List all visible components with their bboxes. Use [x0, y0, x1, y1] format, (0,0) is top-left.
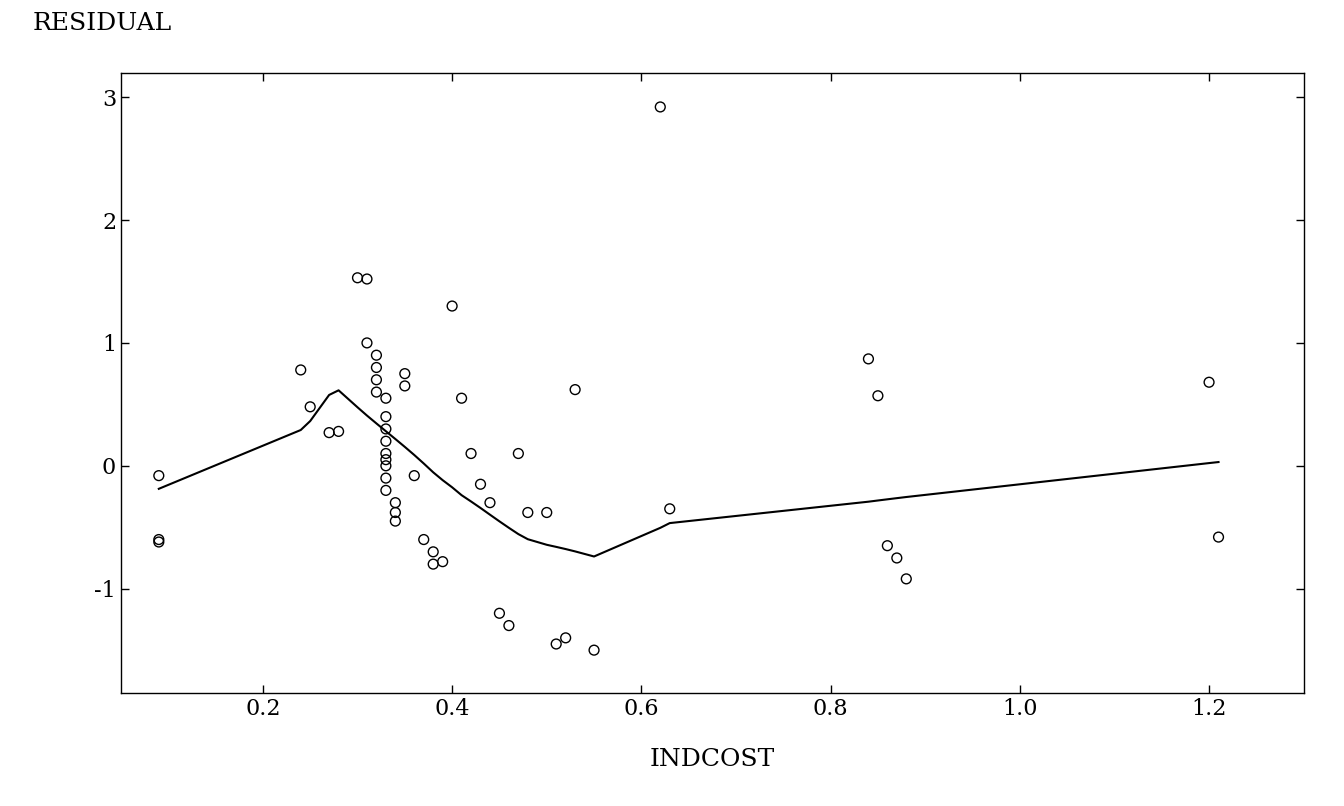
Point: [375, 434, 396, 447]
Point: [470, 478, 492, 491]
Point: [583, 644, 605, 657]
Point: [148, 469, 169, 482]
Point: [555, 631, 577, 644]
Point: [366, 361, 387, 374]
Point: [366, 373, 387, 386]
Point: [375, 484, 396, 496]
Point: [460, 447, 481, 460]
Point: [422, 546, 444, 559]
Point: [375, 459, 396, 472]
Point: [431, 555, 453, 568]
Point: [649, 101, 671, 114]
Point: [148, 535, 169, 548]
Point: [450, 392, 472, 405]
Point: [375, 392, 396, 405]
Point: [480, 496, 501, 509]
Point: [876, 539, 898, 552]
Text: RESIDUAL: RESIDUAL: [32, 12, 172, 35]
Point: [1208, 530, 1230, 543]
X-axis label: INDCOST: INDCOST: [649, 748, 775, 771]
Point: [517, 506, 539, 519]
Point: [489, 607, 511, 620]
Point: [366, 349, 387, 362]
Point: [375, 453, 396, 466]
Point: [290, 364, 312, 376]
Point: [384, 496, 406, 509]
Point: [499, 619, 520, 632]
Point: [319, 426, 340, 439]
Point: [564, 383, 586, 396]
Point: [403, 469, 425, 482]
Point: [413, 533, 434, 546]
Point: [886, 551, 907, 564]
Point: [536, 506, 558, 519]
Point: [375, 422, 396, 435]
Point: [394, 380, 415, 393]
Point: [659, 502, 680, 515]
Point: [375, 472, 396, 484]
Point: [375, 447, 396, 460]
Point: [508, 447, 530, 460]
Point: [375, 410, 396, 423]
Point: [422, 558, 444, 571]
Point: [356, 336, 378, 349]
Point: [1199, 376, 1220, 388]
Point: [328, 425, 349, 438]
Point: [384, 515, 406, 528]
Point: [394, 368, 415, 380]
Point: [867, 389, 888, 402]
Point: [366, 385, 387, 398]
Point: [356, 272, 378, 285]
Point: [857, 352, 879, 365]
Point: [347, 272, 368, 285]
Point: [148, 533, 169, 546]
Point: [384, 506, 406, 519]
Point: [441, 300, 462, 313]
Point: [895, 572, 917, 585]
Point: [546, 638, 567, 650]
Point: [300, 401, 321, 413]
